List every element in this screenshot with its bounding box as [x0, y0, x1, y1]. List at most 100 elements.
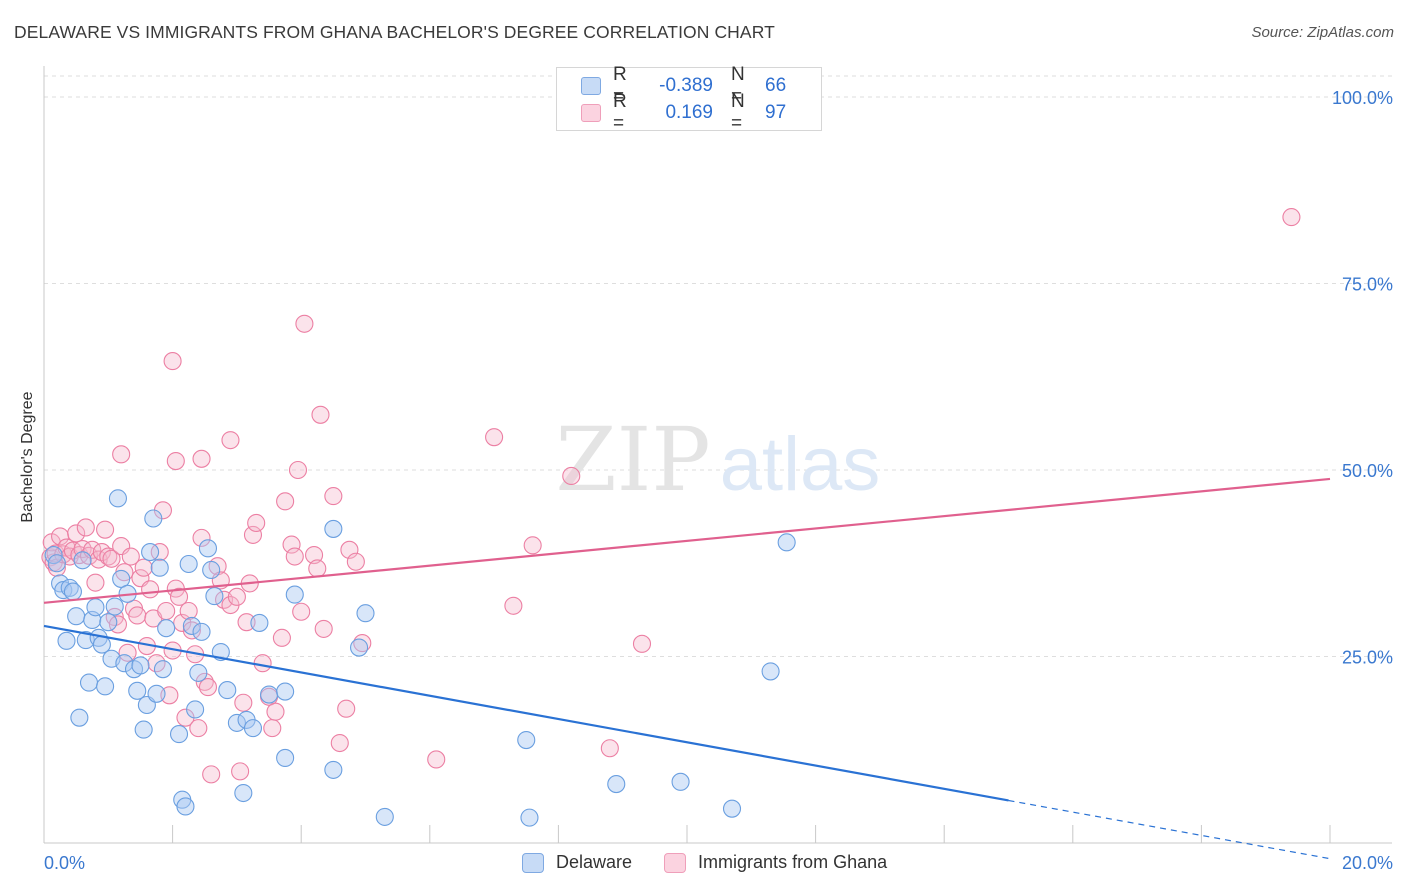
delaware-point [324, 760, 343, 779]
delaware-point [153, 660, 173, 679]
delaware-point [186, 700, 205, 719]
delaware-point [141, 543, 160, 562]
ghana-point [562, 466, 581, 486]
ghana-point [182, 621, 201, 640]
delaware-point [157, 619, 176, 638]
delaware-point [147, 684, 166, 703]
delaware-point [99, 613, 118, 632]
delaware-point [128, 681, 147, 700]
ghana-point [121, 547, 140, 566]
ghana-point [198, 678, 218, 697]
ghana-point [337, 699, 356, 718]
ghana-point [102, 549, 121, 568]
ghana-point [231, 762, 250, 781]
ghana-point [141, 580, 160, 599]
delaware-point [105, 597, 124, 616]
ghana-point [504, 596, 523, 615]
delaware-point [205, 587, 224, 606]
delaware-point [192, 622, 211, 641]
delaware-point [761, 662, 780, 681]
delaware-point [67, 607, 86, 626]
delaware-point [285, 585, 304, 604]
delaware-point [356, 604, 375, 623]
source-label: Source: ZipAtlas.com [1251, 24, 1394, 41]
delaware-point [108, 489, 127, 508]
delaware-point [520, 808, 539, 827]
ghana-point [96, 520, 115, 539]
ghana-point [324, 487, 343, 506]
delaware-point [259, 685, 279, 704]
x-tick-label: 20.0% [1342, 853, 1393, 873]
ghana-point [169, 587, 189, 606]
y-tick-label: 50.0% [1342, 461, 1393, 481]
delaware-point [234, 783, 253, 803]
delaware-point [777, 533, 796, 552]
delaware-point [134, 720, 153, 739]
ghana-point [282, 535, 301, 554]
delaware-point [517, 731, 536, 750]
ghana-point [276, 492, 295, 511]
series-legend: Delaware Immigrants from Ghana [522, 852, 919, 873]
correlation-legend: R = -0.389 N = 66 R = 0.169 N = 97 [556, 64, 822, 134]
ghana-point [523, 536, 542, 555]
watermark: ZIP atlas [555, 408, 880, 511]
ghana-point [263, 719, 282, 738]
legend-r-label: R = [613, 91, 627, 134]
x-tick-label: 0.0% [44, 853, 85, 873]
watermark-zip: ZIP [555, 408, 710, 511]
ghana-point [1282, 208, 1301, 227]
delaware-point [73, 551, 92, 570]
y-tick-label: 25.0% [1342, 648, 1393, 668]
ghana-point [163, 352, 182, 371]
delaware-point [176, 797, 195, 816]
legend-r-value: 0.169 [665, 102, 713, 123]
ghana-point [237, 613, 256, 632]
ghana-point [314, 619, 333, 638]
ghana-point [427, 750, 446, 769]
ghana-point [150, 543, 169, 562]
delaware-point [375, 807, 394, 826]
delaware-point [607, 775, 626, 794]
delaware-point [722, 799, 742, 818]
legend-r-label: R = [613, 64, 627, 107]
ghana-point [99, 547, 118, 566]
legend-n-label: N = [731, 64, 745, 107]
ghana-point [128, 606, 147, 625]
legend-swatch-ghana [581, 104, 601, 122]
delaware-point [115, 654, 134, 673]
axes [43, 66, 1392, 844]
legend-item-ghana[interactable]: Immigrants from Ghana [664, 852, 887, 873]
ghana-point [266, 702, 285, 721]
ghana-point [247, 513, 266, 533]
delaware-point [182, 616, 201, 635]
delaware-point [169, 725, 189, 744]
delaware-point [218, 681, 237, 700]
delaware-point [671, 772, 690, 791]
legend-row-ghana: R = 0.169 N = 97 [581, 91, 786, 134]
ghana-point [253, 654, 272, 673]
legend-n-value: 66 [765, 75, 787, 96]
ghana-point [179, 601, 198, 621]
ghana-point [76, 518, 95, 537]
delaware-point [63, 582, 82, 601]
ghana-point [118, 643, 137, 662]
ghana-point [485, 428, 504, 447]
ghana-point [157, 601, 176, 621]
y-tick-label: 100.0% [1332, 88, 1393, 108]
legend-item-delaware[interactable]: Delaware [522, 852, 632, 873]
ghana-point [192, 449, 211, 468]
legend-swatch-delaware [522, 852, 544, 873]
legend-label-ghana: Immigrants from Ghana [698, 852, 888, 872]
ghana-point [632, 634, 652, 653]
ghana-point [227, 587, 246, 606]
delaware-point [243, 719, 263, 738]
ghana-point [67, 524, 86, 543]
ghana-point [112, 445, 131, 464]
delaware-point [276, 682, 295, 701]
ghana-point [86, 573, 105, 592]
delaware-point [350, 638, 369, 657]
gridlines [44, 75, 1392, 657]
legend-label-delaware: Delaware [556, 852, 633, 872]
legend-r-value: -0.389 [659, 75, 713, 96]
